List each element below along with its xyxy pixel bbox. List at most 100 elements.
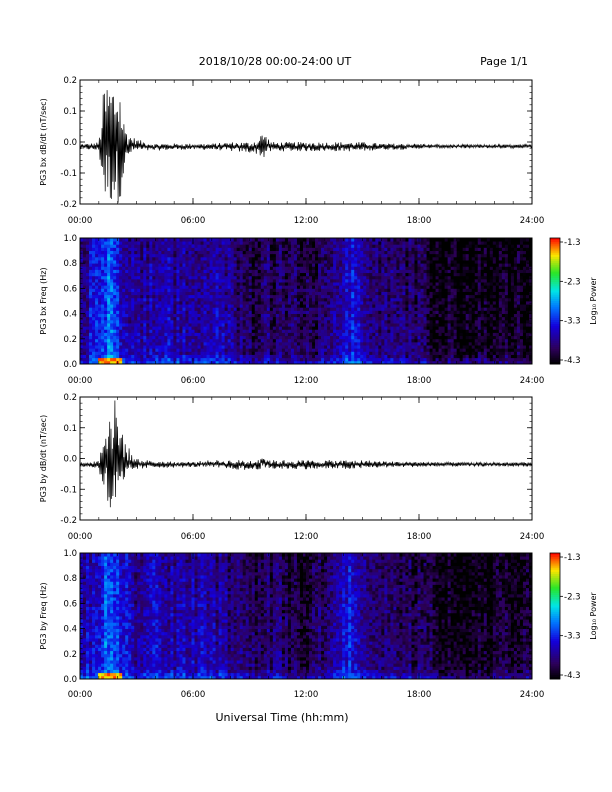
spectrogram-cell [95,294,99,299]
spectrogram-cell [360,269,364,274]
spectrogram-cell [318,263,322,267]
spectrogram-cell [399,253,403,258]
spectrogram-cell [206,319,210,324]
spectrogram-cell [137,269,141,274]
spectrogram-cell [119,304,123,308]
spectrogram-cell [405,272,409,277]
spectrogram-cell [191,351,195,355]
spectrogram-cell [131,266,135,270]
spectrogram-cell [86,348,90,352]
spectrogram-cell [287,244,292,248]
spectrogram-cell [339,247,343,251]
spectrogram-cell [384,360,388,365]
spectrogram-cell [194,278,198,283]
spectrogram-cell [429,238,433,242]
spectrogram-cell [269,247,274,251]
spectrogram-cell [83,244,87,248]
spectrogram-cell [339,338,343,343]
spectrogram-cell [312,301,316,305]
spectrogram-cell [92,263,96,267]
spectrogram-cell [230,282,235,286]
spectrogram-cell [143,307,147,311]
spectrogram-cell [158,348,162,352]
spectrogram-cell [233,266,238,270]
spectrogram-cell [318,316,322,321]
spectrogram-cell [387,247,391,251]
spectrogram-cell [218,354,223,359]
spectrogram-cell [387,335,391,340]
spectrogram-cell [134,310,138,314]
spectrogram-cell [182,335,186,340]
spectrogram-cell [230,307,235,311]
spectrogram-cell [80,329,84,333]
spectrogram-cell [110,307,114,311]
spectrogram-cell [426,332,430,337]
spectrogram-cell [336,326,340,330]
spectrogram-cell [224,301,229,305]
spectrogram-cell [92,307,96,311]
spectrogram-cell [293,310,298,314]
spectrogram-cell [302,316,307,321]
spectrogram-cell [140,354,144,359]
spectrogram-cell [191,260,195,264]
spectrogram-cell [363,269,367,274]
spectrogram-cell [372,253,376,258]
spectrogram-cell [342,326,346,330]
spectrogram-cell [281,285,286,289]
spectrogram-cell [363,304,367,308]
spectrogram-cell [414,326,418,330]
spectrogram-cell [119,351,123,355]
spectrogram-cell [375,323,379,327]
spectrogram-cell [230,291,235,296]
spectrogram-cell [408,269,412,274]
spectrogram-cell [266,329,271,333]
spectrogram-cell [224,316,229,321]
spectrogram-cell [254,345,259,349]
spectrogram-cell [197,332,201,337]
spectrogram-cell [206,329,210,333]
spectrogram-cell [432,348,436,352]
spectrogram-cell [218,323,223,327]
spectrogram-cell [131,310,135,314]
spectrogram-cell [206,341,210,346]
spectrogram-cell [284,266,289,270]
spectrogram-cell [176,288,180,292]
spectrogram-cell [134,301,138,305]
spectrogram-cell [281,316,286,321]
spectrogram-cell [230,247,235,251]
spectrogram-cell [327,357,331,362]
spectrogram-cell [245,307,250,311]
spectrogram-cell [402,256,406,261]
spectrogram-cell [426,348,430,352]
spectrogram-cell [302,332,307,337]
spectrogram-cell [393,329,397,333]
spectrogram-cell [312,313,316,318]
spectrogram-cell [149,326,153,330]
spectrogram-cell [269,332,274,337]
spectrogram-cell [131,338,135,343]
spectrogram-cell [260,256,265,261]
spectrogram-cell [357,241,361,245]
spectrogram-cell [420,275,424,280]
spectrogram-cell [233,316,238,321]
spectrogram-cell [245,288,250,292]
spectrogram-cell [321,238,325,242]
spectrogram-cell [221,319,226,324]
spectrogram-cell [293,301,298,305]
spectrogram-cell [324,272,328,277]
spectrogram-cell [257,348,262,352]
spectrogram-cell [137,341,141,346]
spectrogram-cell [360,285,364,289]
spectrogram-cell [95,301,99,305]
spectrogram-cell [363,323,367,327]
spectrogram-cell [128,360,132,365]
spectrogram-cell [122,341,126,346]
spectrogram-cell [399,241,403,245]
spectrogram-cell [333,316,337,321]
spectrogram-cell [396,323,400,327]
spectrogram-cell [110,275,114,280]
spectrogram-cell [158,275,162,280]
spectrogram-cell [92,291,96,296]
spectrogram-cell [194,338,198,343]
spectrogram-cell [293,297,298,302]
